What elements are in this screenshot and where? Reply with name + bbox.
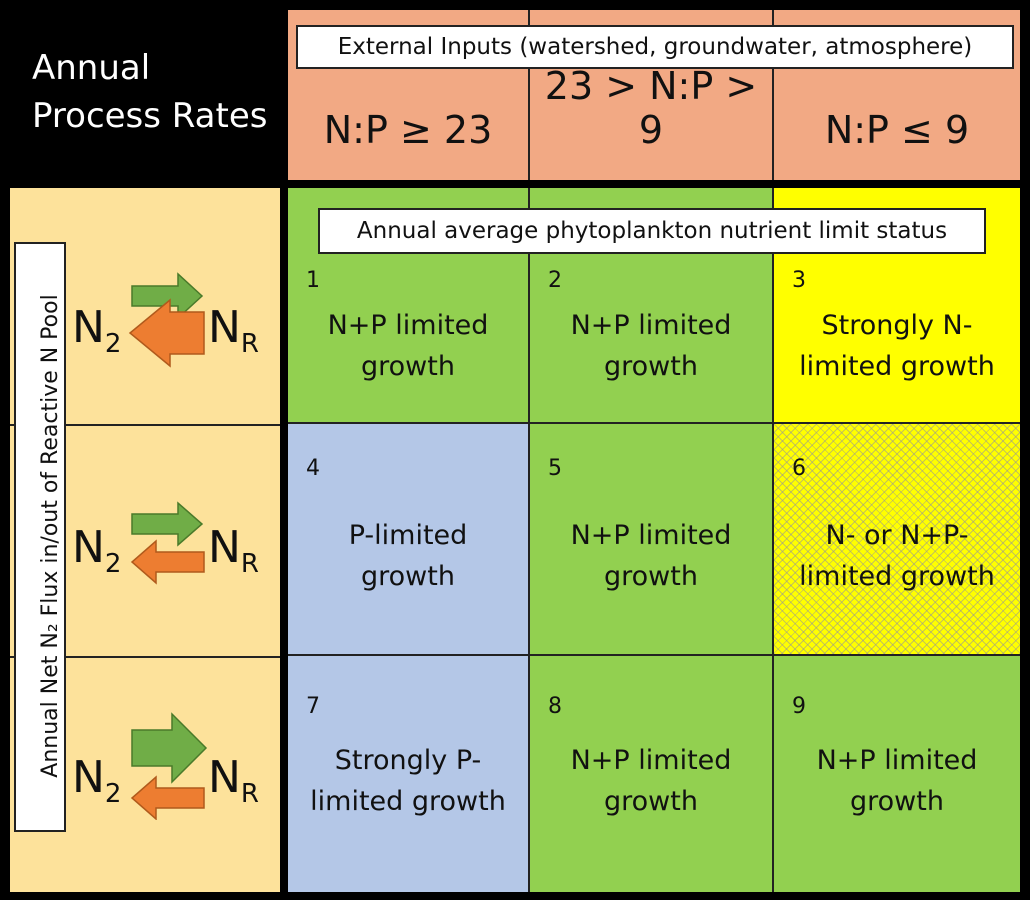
- side-divider: [10, 656, 280, 658]
- cell-text-line-1: N+P limited: [816, 745, 978, 776]
- cell-text-line-2: growth: [604, 786, 698, 817]
- reverse-arrow-icon: [130, 539, 205, 585]
- grid-cell-5: 5 N+P limited growth: [530, 424, 774, 656]
- cell-text-line-2: growth: [850, 786, 944, 817]
- cell-number: 3: [792, 268, 806, 293]
- grid-cell-8: 8 N+P limited growth: [530, 656, 774, 892]
- cell-text-line-1: N+P limited: [570, 520, 732, 551]
- title-line-2: Process Rates: [32, 96, 268, 136]
- cell-text-line-2: growth: [361, 561, 455, 592]
- side-label-box: [14, 242, 66, 832]
- grid-cell-4: 4 P-limited growth: [288, 424, 530, 656]
- reverse-arrow-icon: [130, 775, 205, 820]
- cell-text-line-2: limited growth: [310, 786, 506, 817]
- reverse-arrow-icon: [128, 298, 205, 368]
- grid-cell-6: 6 N- or N+P-limited growth: [774, 424, 1020, 656]
- cell-number: 2: [548, 268, 562, 293]
- cell-text-line-1: N+P limited: [327, 310, 489, 341]
- cell-text-line-2: growth: [604, 561, 698, 592]
- cell-number: 9: [792, 694, 806, 719]
- cell-text-line-2: limited growth: [799, 351, 995, 382]
- cell-text-line-1: Strongly P-: [334, 745, 482, 776]
- cell-text-line-2: growth: [361, 351, 455, 382]
- cell-text-line-1: N+P limited: [570, 310, 732, 341]
- forward-arrow-icon: [131, 272, 204, 320]
- cell-number: 8: [548, 694, 562, 719]
- forward-arrow-icon: [131, 501, 204, 547]
- grid-cell-9: 9 N+P limited growth: [774, 656, 1020, 892]
- forward-arrow-icon: [131, 712, 208, 784]
- cell-text-line-1: N- or N+P-: [825, 520, 969, 551]
- nr-label: NR: [208, 752, 259, 809]
- cell-number: 5: [548, 456, 562, 481]
- n2-label: N2: [72, 522, 121, 579]
- ratio-label: 23 > N:P > 9: [544, 64, 758, 152]
- n2-label: N2: [72, 302, 121, 359]
- flux-diagram-row-1: N2 NR: [72, 272, 259, 368]
- cell-text-line-1: Strongly N-: [821, 310, 973, 341]
- nr-label: NR: [208, 522, 259, 579]
- limit-status-label: Annual average phytoplankton nutrient li…: [318, 208, 986, 254]
- flux-diagram-row-2: N2 NR: [72, 501, 259, 585]
- side-divider: [10, 424, 280, 426]
- ratio-label: N:P ≤ 9: [824, 108, 970, 152]
- cell-number: 6: [792, 456, 806, 481]
- title-line-1: Annual: [32, 48, 151, 88]
- corner-title: Annual Process Rates: [10, 10, 280, 180]
- flux-diagram-row-3: N2 NR: [72, 712, 259, 820]
- cell-text-line-2: growth: [604, 351, 698, 382]
- ratio-label: N:P ≥ 23: [323, 108, 493, 152]
- cell-number: 4: [306, 456, 320, 481]
- grid-cell-7: 7 Strongly P-limited growth: [288, 656, 530, 892]
- cell-text-line-1: P-limited: [348, 520, 468, 551]
- cell-number: 1: [306, 268, 320, 293]
- cell-number: 7: [306, 694, 320, 719]
- external-inputs-label: External Inputs (watershed, groundwater,…: [296, 25, 1014, 69]
- nr-label: NR: [208, 302, 259, 359]
- n2-label: N2: [72, 752, 121, 809]
- nutrient-limit-grid: 1 N+P limited growth 2 N+P limited growth …: [288, 188, 1020, 892]
- cell-text-line-2: limited growth: [799, 561, 995, 592]
- cell-text-line-1: N+P limited: [570, 745, 732, 776]
